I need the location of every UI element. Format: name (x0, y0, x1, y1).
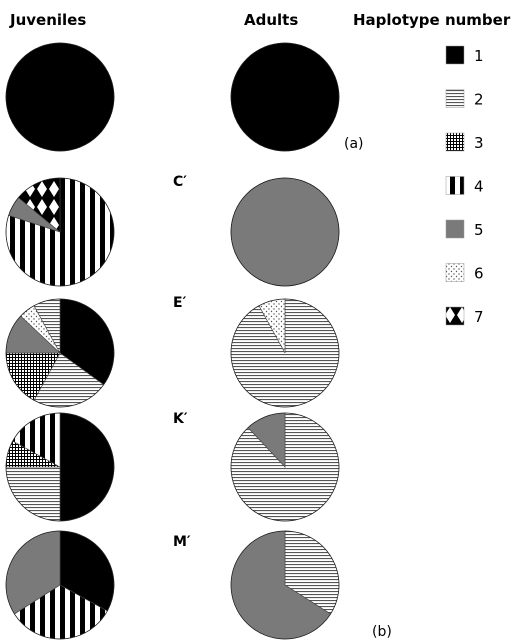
row-label-5: M′ (173, 534, 191, 550)
adult-pie-3-outline (230, 298, 340, 408)
legend-swatch-1 (445, 45, 465, 65)
adult-pie-1-slice-1-hap-1 (230, 42, 340, 152)
juvenile-pie-4-slice-1-hap-1 (59, 412, 115, 522)
panel-label-b: (b) (372, 624, 392, 640)
legend-swatch-7 (445, 306, 465, 326)
pie-grid: C′ E′ K′ M′ (5, 42, 340, 640)
panel-label-a: (a) (344, 136, 364, 152)
adult-pie-5-outline (230, 530, 340, 640)
legend-swatch-2 (445, 89, 465, 108)
juvenile-pie-4-slice-2-hap-2 (5, 466, 61, 522)
adult-pie-5 (230, 530, 340, 640)
juvenile-pie-1-outline (5, 42, 115, 152)
juvenile-pie-1 (5, 42, 115, 152)
adult-pie-1-outline (230, 42, 340, 152)
legend-swatch-3 (445, 132, 465, 152)
juvenile-pie-3 (5, 298, 115, 408)
adult-pie-2-outline (230, 177, 340, 287)
juvenile-pie-4-outline (5, 412, 115, 522)
legend-label-6: 6 (474, 265, 484, 283)
row-label-4: K′ (173, 411, 188, 427)
legend-label-3: 3 (474, 134, 484, 152)
juvenile-pie-5-outline (5, 530, 115, 640)
juvenile-pie-5 (5, 530, 115, 640)
adult-pie-2-slice-1-hap-5 (230, 177, 340, 287)
legend-label-5: 5 (474, 221, 484, 239)
adult-pie-3 (230, 298, 340, 408)
adults-header: Adults (244, 11, 298, 29)
row-label-3: E′ (173, 295, 187, 311)
legend-swatch-6 (445, 263, 465, 282)
adult-pie-4-outline (230, 412, 340, 522)
legend-label-2: 2 (474, 91, 484, 109)
legend-label-1: 1 (474, 47, 484, 65)
juvenile-pie-3-outline (5, 298, 115, 408)
legend-label-4: 4 (474, 178, 484, 196)
legend-label-7: 7 (474, 308, 484, 326)
juvenile-pie-2 (5, 177, 115, 287)
haplotype-header: Haplotype number (353, 11, 511, 29)
juvenile-pie-4 (5, 412, 115, 522)
legend-swatch-5 (445, 219, 465, 239)
legend-swatch-4 (445, 176, 465, 195)
adult-pie-2 (230, 177, 340, 287)
adult-pie-1 (230, 42, 340, 152)
juveniles-header: Juveniles (9, 11, 86, 29)
legend: 1 2 3 4 5 6 7 (445, 45, 484, 326)
juvenile-pie-1-slice-1-hap-1 (5, 42, 115, 152)
row-label-2: C′ (173, 174, 187, 190)
adult-pie-4 (230, 412, 340, 522)
juvenile-pie-2-outline (5, 177, 115, 287)
